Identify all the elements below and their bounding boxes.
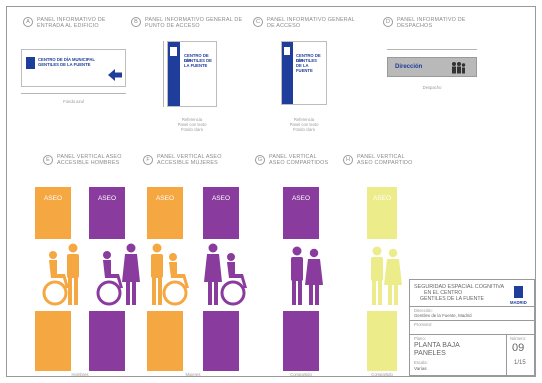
panel-c-sign: CENTRO DE DÍA GENTILES DE LA FUENTE [281, 41, 327, 105]
plan-line2: PANELES [414, 350, 446, 357]
panel-c-sign-line1: CENTRO DE DÍA [296, 53, 321, 63]
panel-e-title1: PANEL VERTICAL ASEO [57, 154, 122, 160]
panel-a-letter: A [23, 17, 33, 27]
panel-c-title: PANEL INFORMATIVO GENERAL DE ACCESO [267, 17, 355, 30]
project-line2: EN EL CENTRO [424, 290, 463, 296]
man-icon [67, 243, 79, 305]
woman-icon [204, 243, 222, 305]
panel-h-header: ASEO [372, 195, 392, 202]
project-line1: SEGURIDAD ESPACIAL COGNITIVA [414, 284, 505, 290]
plan-line1: PLANTA BAJA [414, 342, 460, 349]
panel-g-title1: PANEL VERTICAL [269, 154, 317, 160]
panel-a-sign: CENTRO DE DÍA MUNICIPAL GENTILES DE LA F… [21, 49, 126, 87]
panel-f-note: Mujeres [185, 372, 201, 377]
woman-icon [122, 243, 140, 305]
office-people-icon [452, 62, 466, 74]
panel-e-header: ASEO [43, 195, 63, 202]
title-block: SEGURIDAD ESPACIAL COGNITIVA EN EL CENTR… [409, 279, 535, 376]
drawing-sheet: A PANEL INFORMATIVO DE ENTRADA AL EDIFIC… [6, 6, 536, 377]
panel-d-note: Despacho [422, 85, 442, 90]
panel-e2-header: ASEO [97, 195, 117, 202]
panel-c-note3: Fondo claro [292, 127, 316, 132]
address-label: Dirección: [414, 308, 433, 313]
madrid-logo-icon [26, 57, 35, 69]
sheet-number: 09 [512, 342, 525, 354]
madrid-logo-icon [284, 47, 290, 55]
wheelchair-person-icon [162, 253, 189, 306]
panel-f-letter: F [143, 155, 153, 165]
panel-b-note1: Referencia [181, 117, 203, 122]
panel-a-title: PANEL INFORMATIVO DE ENTRADA AL EDIFICIO [37, 17, 106, 30]
project-line3: GENTILES DE LA FUENTE [420, 296, 484, 302]
sheet-label: Número: [510, 336, 527, 341]
panel-f1-header: ASEO [155, 195, 175, 202]
panel-h-note: Compartido [371, 372, 393, 377]
panel-c-letter: C [253, 17, 263, 27]
sheet-sub: 1/15 [514, 360, 526, 366]
scale-value: Varias [414, 366, 427, 371]
panel-g-letter: G [255, 155, 265, 165]
logo-text: MADRID [510, 300, 527, 305]
man-icon [151, 243, 163, 305]
panel-f-title2: ACCESIBLE MUJERES [157, 160, 218, 166]
panel-g-note: Compartido [290, 372, 312, 377]
wheelchair-person-icon [42, 251, 69, 306]
arrow-left-icon [108, 69, 122, 81]
panel-e-title2: ACCESIBLE HOMBRES [57, 160, 120, 166]
panel-g-header: ASEO [291, 195, 311, 202]
panel-c-note1: Referencia [293, 117, 315, 122]
scale-label: Escala: [414, 360, 428, 365]
panel-d-sign-label: Dirección [395, 64, 423, 70]
panel-c-note2: Panel con texto [289, 122, 319, 127]
panel-d-sign: Dirección [387, 57, 477, 77]
panel-b-title: PANEL INFORMATIVO GENERAL DE PUNTO DE AC… [145, 17, 243, 30]
wheelchair-person-icon [220, 253, 247, 306]
panel-f-title1: PANEL VERTICAL ASEO [157, 154, 222, 160]
panel-f2-header: ASEO [211, 195, 231, 202]
madrid-logo-icon [514, 286, 523, 298]
panel-c-sign-line2: GENTILES [296, 58, 317, 63]
panel-c-sign-line3: DE LA FUENTE [296, 63, 313, 73]
panel-b-note3: Fondo claro [180, 127, 204, 132]
panel-h-title2: ASEO COMPARTIDO [357, 160, 413, 166]
panel-d-letter: D [383, 17, 393, 27]
madrid-logo-icon [170, 47, 177, 56]
panel-h-title1: PANEL VERTICAL [357, 154, 405, 160]
client-label: Promotor: [414, 322, 433, 327]
wheelchair-person-icon [96, 251, 123, 306]
panel-b-letter: B [131, 17, 141, 27]
panel-b-sign-line3: LA FUENTE [184, 63, 208, 68]
panel-e-note: Hombres [71, 372, 89, 377]
address-value: Gentiles de la Fuente, Madrid [414, 313, 472, 318]
panel-a-note: Fondo azul [63, 99, 84, 104]
couple-icon [371, 246, 402, 305]
plan-label: Plano: [414, 336, 426, 341]
panel-h-letter: H [343, 155, 353, 165]
panel-d-title: PANEL INFORMATIVO DE DESPACHOS [397, 17, 466, 30]
panel-g-title2: ASEO COMPARTIDOS [269, 160, 329, 166]
panel-e-letter: E [43, 155, 53, 165]
panel-a-sign-line2: GENTILES DE LA FUENTE [38, 62, 91, 67]
panel-b-note2: Panel con texto [177, 122, 207, 127]
accessibility-figures-illustration [42, 243, 402, 306]
panel-b-sign-line1: CENTRO DE DÍA [184, 53, 209, 63]
panel-b-sign: CENTRO DE DÍA GENTILES DE LA FUENTE [167, 41, 217, 107]
panel-a-sign-line1: CENTRO DE DÍA MUNICIPAL [38, 57, 95, 62]
couple-icon [291, 246, 323, 305]
panel-b-sign-line2: GENTILES DE [184, 58, 212, 63]
